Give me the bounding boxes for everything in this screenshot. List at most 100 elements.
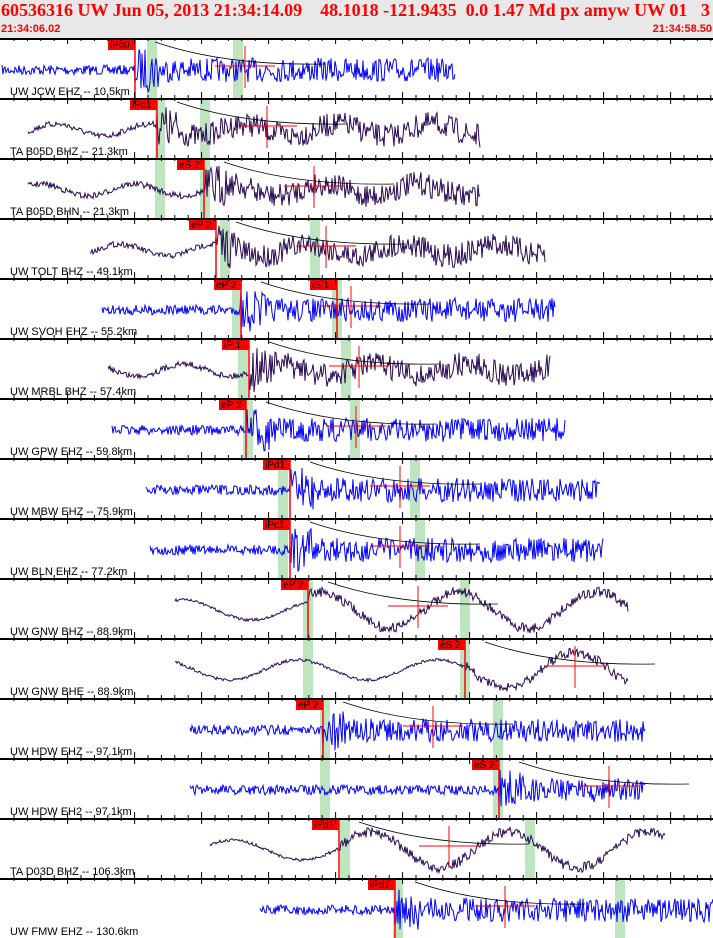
time-axis bbox=[0, 332, 713, 344]
trace-row[interactable]: iP 1 UW MRBL BHZ -- 57.4km bbox=[10, 338, 551, 398]
station-label: TA B05D BHZ -- 21.3km bbox=[10, 146, 128, 158]
travel-time-curve bbox=[309, 461, 481, 485]
pick-flag[interactable] bbox=[177, 158, 204, 170]
station-label: UW MRBL BHZ -- 57.4km bbox=[10, 386, 136, 398]
travel-time-curve bbox=[414, 881, 586, 905]
travel-time-curve bbox=[154, 41, 326, 65]
station-label: TA B05D BHN -- 21.3km bbox=[10, 206, 129, 218]
pick-flag[interactable] bbox=[281, 578, 308, 590]
time-axis bbox=[0, 752, 713, 764]
pick-window bbox=[493, 698, 503, 758]
pick-flag[interactable] bbox=[310, 278, 337, 290]
waveform bbox=[145, 467, 601, 510]
time-axis bbox=[0, 272, 713, 284]
trace-row[interactable]: iPd1 UW FMW EHZ -- 130.6km bbox=[10, 878, 713, 938]
time-axis bbox=[0, 872, 713, 884]
pick-flag[interactable] bbox=[189, 218, 216, 230]
trace-row[interactable]: iPd1 TA D03D BHZ -- 106.3km bbox=[10, 818, 666, 878]
time-axis bbox=[0, 692, 713, 704]
pick-window bbox=[460, 578, 470, 638]
station-label: UW GNW BHZ -- 88.9km bbox=[10, 626, 133, 638]
event-title: 60536316 UW Jun 05, 2013 21:34:14.09 48.… bbox=[1, 0, 710, 20]
pick-label: eP 2 bbox=[216, 280, 237, 291]
pick-flag[interactable] bbox=[130, 98, 157, 110]
pick-flag[interactable] bbox=[108, 38, 135, 50]
station-label: UW GNW BHE -- 88.9km bbox=[10, 686, 133, 698]
trace-row[interactable]: eS 2 UW HDW EH2 -- 97.1km bbox=[10, 758, 690, 818]
waveform bbox=[149, 527, 604, 572]
pick-flag[interactable] bbox=[219, 398, 246, 410]
waveform bbox=[189, 769, 646, 807]
station-label: UW HDW EHZ -- 97.1km bbox=[10, 746, 132, 758]
pick-label: eS 2 bbox=[474, 760, 495, 771]
trace-row[interactable]: iPc0 UW JCW EHZ -- 10.5km bbox=[1, 38, 456, 98]
time-axis bbox=[0, 212, 713, 224]
station-label: UW HDW EH2 -- 97.1km bbox=[10, 806, 132, 818]
pick-window bbox=[525, 818, 535, 878]
pick-flag[interactable] bbox=[263, 458, 290, 470]
waveform bbox=[1, 49, 456, 94]
pick-window bbox=[155, 158, 165, 218]
time-axis bbox=[0, 812, 713, 824]
waveform bbox=[209, 825, 666, 875]
pick-flag[interactable] bbox=[214, 278, 241, 290]
trace-row[interactable]: eS 2 UW GNW BHE -- 88.9km bbox=[10, 638, 656, 698]
trace-row[interactable]: iPc1 TA B05D BHZ -- 21.3km bbox=[10, 98, 481, 158]
station-label: UW BLN EHZ -- 77.2km bbox=[10, 566, 127, 578]
pick-flag[interactable] bbox=[368, 878, 395, 890]
pick-label: iPc1 bbox=[265, 520, 285, 531]
pick-label: eP 2 bbox=[191, 220, 212, 231]
pick-window bbox=[410, 458, 420, 518]
time-axis bbox=[0, 572, 713, 584]
waveform bbox=[189, 711, 646, 751]
pick-window bbox=[200, 98, 210, 158]
travel-time-curve bbox=[260, 281, 432, 305]
station-label: UW GPW EHZ -- 59.8km bbox=[10, 446, 132, 458]
pick-flag[interactable] bbox=[296, 698, 323, 710]
time-axis bbox=[0, 152, 713, 164]
pick-label: eS 2 bbox=[440, 640, 461, 651]
trace-row[interactable]: eP 2 UW GPW EHZ -- 59.8km bbox=[10, 398, 566, 458]
pick-window bbox=[278, 518, 288, 578]
pick-label: iPc1 bbox=[132, 100, 152, 111]
travel-time-curve bbox=[327, 581, 499, 605]
pick-window bbox=[340, 818, 350, 878]
start-time: 21:34:06.02 bbox=[1, 23, 61, 35]
trace-row[interactable]: eP 2 iS 1 UW SVOH EHZ -- 55.2km bbox=[10, 278, 556, 338]
trace-row[interactable]: eP 2 UW HDW EHZ -- 97.1km bbox=[10, 698, 646, 758]
trace-row[interactable]: eS 2 TA B05D BHN -- 21.3km bbox=[10, 158, 481, 218]
pick-label: eS 2 bbox=[179, 160, 200, 171]
trace-row[interactable]: iPd1 UW MBW EHZ -- 75.9km bbox=[10, 458, 601, 518]
station-label: UW JCW EHZ -- 10.5km bbox=[10, 86, 130, 98]
waveform bbox=[107, 348, 551, 393]
pick-flag[interactable] bbox=[438, 638, 465, 650]
pick-label: eP 2 bbox=[221, 400, 242, 411]
pick-window bbox=[303, 638, 313, 698]
pick-flag[interactable] bbox=[263, 518, 290, 530]
trace-row[interactable]: eP 2 UW GNW BHZ -- 88.9km bbox=[10, 578, 629, 638]
pick-label: iS 1 bbox=[312, 280, 330, 291]
pick-label: iP 1 bbox=[224, 340, 241, 351]
travel-time-curve bbox=[268, 341, 440, 365]
travel-time-curve bbox=[235, 221, 407, 245]
end-time: 21:34:58.50 bbox=[652, 23, 712, 35]
station-label: UW MBW EHZ -- 75.9km bbox=[10, 506, 133, 518]
time-axis bbox=[0, 92, 713, 104]
time-axis bbox=[0, 392, 713, 404]
waveform bbox=[259, 889, 713, 930]
time-axis bbox=[0, 632, 713, 644]
travel-time-curve bbox=[342, 701, 514, 725]
time-axis bbox=[0, 512, 713, 524]
waveform bbox=[27, 107, 481, 148]
station-label: UW FMW EHZ -- 130.6km bbox=[10, 926, 138, 938]
travel-time-curve bbox=[358, 821, 530, 845]
pick-flag[interactable] bbox=[312, 818, 339, 830]
pick-window bbox=[320, 698, 330, 758]
trace-row[interactable]: eP 2 UW TOLT BHZ -- 49.1km bbox=[10, 218, 546, 278]
trace-row[interactable]: iPc1 UW BLN EHZ -- 77.2km bbox=[10, 518, 604, 578]
pick-label: eP 2 bbox=[298, 700, 319, 711]
station-label: UW SVOH EHZ -- 55.2km bbox=[10, 326, 137, 338]
pick-label: iPd1 bbox=[265, 460, 285, 471]
pick-flag[interactable] bbox=[472, 758, 499, 770]
